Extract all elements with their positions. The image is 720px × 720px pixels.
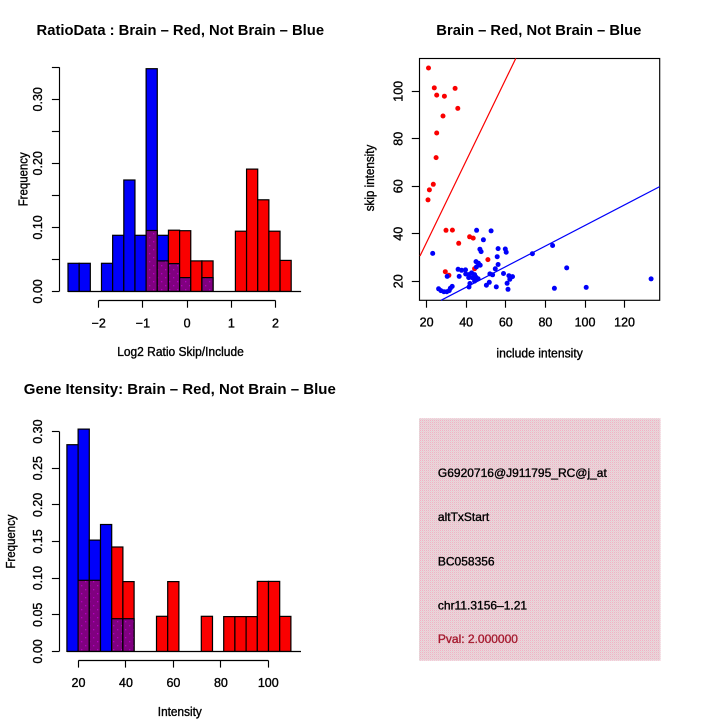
svg-text:0.20: 0.20 [31, 151, 45, 175]
svg-text:80: 80 [538, 316, 552, 330]
svg-text:0.10: 0.10 [31, 566, 45, 590]
svg-text:0.20: 0.20 [31, 493, 45, 517]
svg-text:60: 60 [499, 316, 513, 330]
svg-text:0.25: 0.25 [31, 456, 45, 480]
svg-text:Gene Itensity: Brain – Red, No: Gene Itensity: Brain – Red, Not Brain – … [24, 381, 336, 398]
svg-text:G6920716@J911795_RC@j_at: G6920716@J911795_RC@j_at [438, 466, 608, 480]
svg-text:chr11.3156–1.21: chr11.3156–1.21 [438, 599, 528, 613]
svg-text:80: 80 [392, 132, 406, 146]
svg-text:−1: −1 [136, 316, 150, 330]
svg-text:0: 0 [184, 316, 191, 330]
svg-text:60: 60 [392, 179, 406, 193]
svg-text:Pval: 2.000000: Pval: 2.000000 [438, 632, 518, 646]
svg-text:80: 80 [214, 676, 228, 690]
svg-text:Brain – Red, Not Brain – Blue: Brain – Red, Not Brain – Blue [436, 22, 641, 39]
svg-text:100: 100 [575, 316, 596, 330]
svg-text:0.10: 0.10 [31, 215, 45, 239]
svg-text:include intensity: include intensity [496, 347, 583, 361]
svg-text:Log2 Ratio Skip/Include: Log2 Ratio Skip/Include [117, 345, 244, 359]
svg-text:40: 40 [459, 316, 473, 330]
svg-text:0.15: 0.15 [31, 529, 45, 553]
svg-text:100: 100 [392, 81, 406, 102]
svg-text:0.30: 0.30 [31, 87, 45, 111]
svg-text:40: 40 [392, 227, 406, 241]
svg-text:altTxStart: altTxStart [438, 510, 490, 524]
svg-text:120: 120 [614, 316, 635, 330]
svg-text:skip intensity: skip intensity [363, 144, 377, 211]
svg-text:Intensity: Intensity [158, 705, 203, 719]
svg-text:60: 60 [166, 676, 180, 690]
svg-text:2: 2 [272, 316, 279, 330]
svg-text:0.05: 0.05 [31, 603, 45, 627]
svg-text:BC058356: BC058356 [438, 555, 495, 569]
svg-text:0.30: 0.30 [31, 419, 45, 443]
svg-text:100: 100 [258, 676, 279, 690]
svg-text:20: 20 [420, 316, 434, 330]
svg-text:0.00: 0.00 [31, 279, 45, 303]
svg-text:1: 1 [228, 316, 235, 330]
svg-text:0.00: 0.00 [31, 639, 45, 663]
svg-text:Frequency: Frequency [17, 152, 31, 207]
svg-text:40: 40 [119, 676, 133, 690]
svg-text:Frequency: Frequency [4, 514, 18, 569]
svg-text:20: 20 [72, 676, 86, 690]
svg-text:−2: −2 [92, 316, 106, 330]
svg-text:RatioData : Brain – Red, Not B: RatioData : Brain – Red, Not Brain – Blu… [37, 22, 325, 39]
svg-text:20: 20 [392, 274, 406, 288]
